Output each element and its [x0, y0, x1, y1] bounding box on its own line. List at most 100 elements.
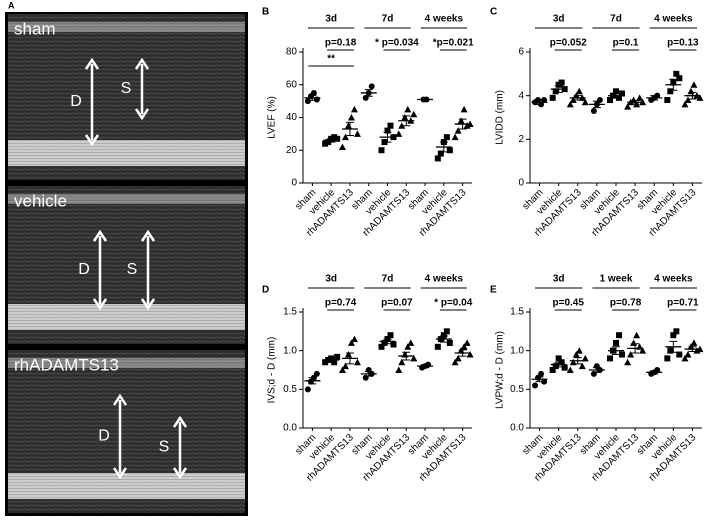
sem-bar	[364, 371, 373, 377]
point	[590, 107, 597, 114]
point	[466, 351, 474, 358]
sem-bar	[308, 377, 317, 385]
point	[566, 366, 574, 373]
point	[460, 105, 468, 113]
sem-bar	[327, 357, 336, 362]
point	[552, 363, 559, 370]
sem-bar	[573, 357, 582, 365]
point	[581, 98, 589, 106]
arrow-head	[172, 467, 188, 480]
y-axis-label: LVEF (%)	[267, 96, 278, 139]
point	[630, 339, 638, 346]
arrow-head	[134, 108, 150, 121]
y-tick-label: 1.5	[283, 307, 297, 318]
sem-bar	[631, 343, 640, 354]
sem-bar	[327, 138, 336, 143]
point	[347, 114, 355, 121]
point	[460, 343, 468, 350]
y-tick-label: 0.5	[283, 384, 297, 395]
point	[590, 370, 597, 377]
point	[353, 130, 361, 137]
point	[619, 351, 625, 358]
sem-bar	[383, 131, 392, 143]
point	[341, 362, 349, 370]
comparison-label: p=0.78	[610, 298, 642, 309]
point	[596, 97, 603, 104]
y-tick-label: 6	[518, 47, 524, 58]
sem-bar	[421, 98, 430, 101]
point	[368, 83, 375, 90]
point	[569, 96, 577, 104]
comparison-label: * p=0.034	[375, 38, 419, 49]
y-tick-label: 20	[286, 145, 298, 156]
y-tick-label: 0	[518, 178, 524, 189]
sem-bar	[669, 78, 678, 91]
group-label: 1 week	[600, 274, 633, 285]
point	[616, 332, 622, 339]
point	[690, 81, 698, 88]
y-axis-label: LVIDD (mm)	[495, 90, 506, 145]
point	[673, 70, 680, 77]
point	[353, 358, 361, 366]
comparison-label: p=0.052	[550, 38, 587, 49]
arrow-label: D	[98, 428, 110, 445]
panel-letter: C	[490, 7, 497, 18]
point	[664, 355, 671, 362]
sem-bar	[345, 352, 354, 365]
sem-bar	[592, 100, 601, 109]
sem-bar	[364, 89, 373, 97]
point	[451, 358, 459, 366]
point	[395, 366, 403, 373]
point	[664, 97, 671, 104]
point	[624, 358, 632, 366]
sem-bar	[345, 121, 354, 137]
point	[304, 386, 311, 393]
sem-bar	[573, 95, 582, 101]
point	[696, 94, 704, 101]
point	[443, 134, 450, 141]
point	[667, 88, 674, 95]
point	[667, 347, 674, 354]
y-tick-label: 0.5	[510, 384, 524, 395]
arrow-label: D	[70, 93, 82, 110]
point	[457, 117, 465, 124]
point	[624, 103, 632, 110]
point	[443, 328, 450, 335]
y-axis-label: IVS;d - D (mm)	[267, 337, 278, 404]
sem-bar	[688, 91, 697, 100]
comparison-label: p=0.18	[325, 38, 357, 49]
point	[387, 332, 394, 339]
point	[541, 97, 548, 104]
y-tick-label: 2	[518, 134, 524, 145]
y-tick-label: 1.0	[510, 345, 524, 356]
y-tick-label: 0.0	[510, 423, 524, 434]
sem-bar	[383, 338, 392, 345]
group-label: 7d	[382, 14, 394, 25]
comparison-label: p=0.74	[325, 298, 357, 309]
point	[310, 89, 317, 96]
point	[670, 332, 677, 339]
point	[538, 370, 545, 377]
sem-bar	[612, 92, 620, 99]
arrow-head	[140, 298, 156, 311]
arrow-head	[112, 393, 128, 406]
arrow-head	[140, 229, 156, 242]
sem-bar	[458, 118, 467, 130]
group-label: 4 weeks	[425, 14, 464, 25]
group-label: 3d	[325, 274, 337, 285]
sem-bar	[669, 340, 678, 353]
point	[362, 374, 369, 381]
group-label: 3d	[553, 274, 565, 285]
point	[410, 110, 418, 118]
point	[613, 88, 619, 95]
point	[410, 354, 418, 362]
sem-bar	[612, 346, 620, 356]
sem-bar	[535, 99, 544, 105]
group-label: 4 weeks	[425, 274, 464, 285]
point	[555, 355, 562, 362]
point	[350, 335, 358, 343]
panel-letter: D	[262, 285, 269, 296]
arrow-label: S	[121, 80, 132, 97]
point	[581, 354, 589, 362]
